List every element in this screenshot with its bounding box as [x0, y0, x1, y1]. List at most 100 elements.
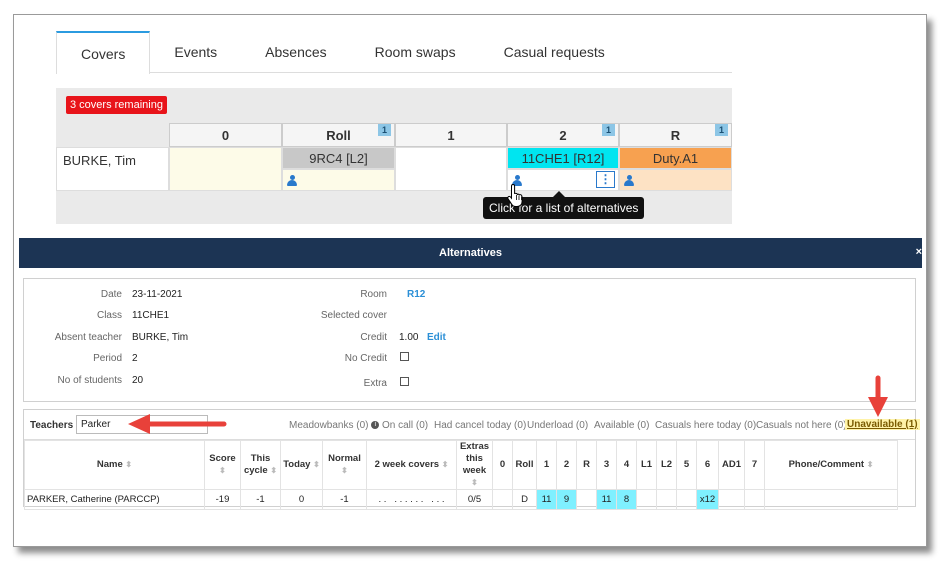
teacher-link[interactable]: PARKER, Catherine (PARCCP) — [24, 489, 205, 510]
cell-l1 — [636, 489, 657, 510]
tab-casual-requests[interactable]: Casual requests — [503, 44, 605, 60]
cell-normal: -1 — [322, 489, 367, 510]
alternatives-menu-icon[interactable]: ⋮ — [596, 171, 615, 188]
students-label: No of students — [57, 375, 122, 386]
col-p3: 3 — [596, 440, 617, 490]
slot-period-1[interactable] — [395, 147, 507, 191]
col-label: cycle — [243, 465, 268, 476]
col-p7: 7 — [744, 440, 765, 490]
col-phone[interactable]: Phone/Comment ⬍ — [764, 440, 898, 490]
col-p6: 6 — [696, 440, 719, 490]
person-icon[interactable] — [624, 175, 634, 186]
col-label: This — [250, 453, 271, 464]
sort-icon: ⬍ — [341, 466, 348, 475]
info-icon: i — [371, 421, 380, 430]
slot-period-2[interactable]: 11CHE1 [R12] — [507, 147, 619, 169]
cell-score: -19 — [204, 489, 241, 510]
period-header-label: 1 — [447, 127, 455, 143]
col-this-cycle[interactable]: This cycle ⬍ — [240, 440, 281, 490]
col-label: this — [466, 453, 483, 464]
sort-icon: ⬍ — [441, 460, 449, 469]
alternatives-header: Alternatives × — [19, 238, 922, 268]
table-row[interactable]: PARKER, Catherine (PARCCP) -19 -1 0 -1 .… — [24, 489, 898, 510]
col-label: Today — [283, 459, 311, 470]
cell-l2 — [656, 489, 677, 510]
cell-p4: 8 — [616, 489, 637, 510]
extra-checkbox[interactable] — [400, 377, 409, 386]
cell-p7 — [744, 489, 765, 510]
col-two-week[interactable]: 2 week covers ⬍ — [366, 440, 457, 490]
col-label: Extras — [459, 441, 490, 452]
slot-roll[interactable]: 9RC4 [L2] — [282, 147, 395, 169]
col-roll: Roll — [512, 440, 537, 490]
tab-covers[interactable]: Covers — [56, 31, 151, 74]
credit-edit-link[interactable]: Edit — [427, 332, 446, 343]
filter-had-cancel[interactable]: Had cancel today (0) — [434, 420, 527, 431]
sort-icon: ⬍ — [219, 466, 226, 475]
tab-events[interactable]: Events — [174, 44, 218, 60]
col-name[interactable]: Name ⬍ — [24, 440, 205, 490]
col-today[interactable]: Today ⬍ — [280, 440, 323, 490]
filter-on-call[interactable]: On call (0) — [382, 420, 429, 431]
cell-p1: 11 — [536, 489, 557, 510]
slot-period-2-cover[interactable]: ⋮ — [507, 169, 619, 191]
selected-cover-label: Selected cover — [320, 310, 387, 321]
filter-available[interactable]: Available (0) — [594, 420, 650, 431]
sort-icon: ⬍ — [125, 460, 133, 469]
filter-underload[interactable]: Underload (0) — [527, 420, 589, 431]
room-link[interactable]: R12 — [407, 289, 426, 300]
no-credit-checkbox[interactable] — [400, 352, 409, 361]
sort-icon: ⬍ — [866, 460, 874, 469]
close-icon[interactable]: × — [915, 246, 922, 258]
period-header-label: R — [670, 127, 681, 143]
filter-meadowbanks[interactable]: Meadowbanks (0) i — [289, 420, 380, 431]
down-arrow-annotation-icon — [868, 375, 888, 417]
slot-period-r[interactable]: Duty.A1 — [619, 147, 732, 169]
credit-value: 1.00 — [399, 332, 419, 343]
table-header-row: Name ⬍ Score ⬍ This cycle ⬍ Today ⬍ Norma… — [24, 440, 898, 490]
slot-roll-cover[interactable] — [282, 169, 395, 191]
col-p2: 2 — [556, 440, 577, 490]
period-value: 2 — [132, 353, 138, 364]
col-r: R — [576, 440, 597, 490]
filter-casuals-here[interactable]: Casuals here today (0) — [655, 420, 757, 431]
period-header-label: Roll — [326, 127, 351, 143]
tab-absences[interactable]: Absences — [265, 44, 327, 60]
sort-icon: ⬍ — [313, 460, 320, 469]
col-p1: 1 — [536, 440, 557, 490]
cell-this-cycle: -1 — [240, 489, 281, 510]
filter-casuals-not-here[interactable]: Casuals not here (0) — [756, 420, 847, 431]
room-label: Room — [360, 289, 387, 300]
period-header-1: 1 — [395, 123, 507, 147]
col-l2: L2 — [656, 440, 677, 490]
covers-remaining-badge: 3 covers remaining — [66, 96, 167, 114]
col-ad1: AD1 — [718, 440, 745, 490]
col-extras[interactable]: Extras this week ⬍ — [456, 440, 493, 490]
alternatives-title: Alternatives — [439, 247, 502, 259]
count-badge: 1 — [601, 124, 615, 136]
period-label: Period — [93, 353, 122, 364]
period-header-r: R 1 — [619, 123, 732, 147]
filter-unavailable[interactable]: Unavailable (1) — [845, 419, 920, 430]
slot-period-0[interactable] — [169, 147, 282, 191]
col-normal[interactable]: Normal ⬍ — [322, 440, 367, 490]
tab-room-swaps[interactable]: Room swaps — [374, 44, 456, 60]
cell-two-week: . . . . . . . . . . . — [366, 489, 457, 510]
hand-cursor-icon — [507, 183, 523, 207]
col-label: Name — [96, 459, 123, 470]
col-score[interactable]: Score ⬍ — [204, 440, 241, 490]
cell-today: 0 — [280, 489, 323, 510]
slot-period-r-cover[interactable] — [619, 169, 732, 191]
col-label: Score — [209, 453, 236, 464]
period-header-label: 2 — [559, 127, 567, 143]
cell-ad1 — [718, 489, 745, 510]
person-icon[interactable] — [287, 175, 297, 186]
extra-label: Extra — [363, 378, 387, 389]
person-icon[interactable] — [512, 175, 522, 186]
col-label: week — [462, 465, 487, 476]
cell-p6: x12 — [696, 489, 719, 510]
slot-label: Duty.A1 — [652, 150, 699, 166]
cell-r — [576, 489, 597, 510]
cell-p2: 9 — [556, 489, 577, 510]
teachers-section: Teachers Meadowbanks (0) i On call (0) H… — [23, 409, 920, 510]
